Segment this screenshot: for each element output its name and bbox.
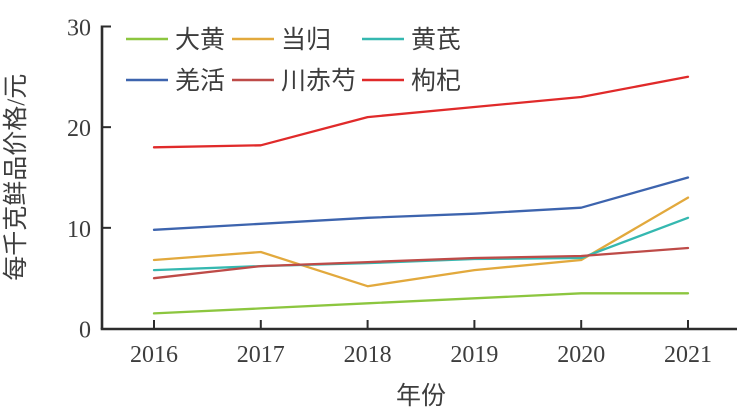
legend-label-huangqi: 黄芪 — [411, 26, 461, 54]
series-line-danggui — [152, 196, 690, 288]
series-line-gouqi — [152, 75, 690, 149]
legend-item-dahuang: 大黄 — [126, 26, 225, 54]
x-tick-label: 2019 — [450, 342, 498, 368]
legend-item-chuanchishao: 川赤芍 — [232, 67, 356, 95]
y-tick-label: 20 — [67, 116, 91, 142]
x-tick-label: 2018 — [344, 342, 392, 368]
series-line-dahuang — [152, 292, 690, 315]
x-tick-label: 2021 — [664, 342, 712, 368]
legend-label-gouqi: 枸杞 — [411, 67, 461, 95]
x-tick-label: 2020 — [557, 342, 605, 368]
x-tick-label: 2016 — [130, 342, 178, 368]
y-tick-label: 0 — [79, 318, 91, 344]
legend-label-dahuang: 大黄 — [175, 26, 225, 54]
x-tick-label: 2017 — [237, 342, 285, 368]
legend-label-qianghuo: 羌活 — [175, 67, 225, 95]
series-line-qianghuo — [152, 176, 690, 231]
x-axis-title: 年份 — [396, 382, 446, 410]
series-line-chuanchishao — [152, 246, 690, 280]
y-axis-title: 每千克鲜品价格/元 — [2, 74, 30, 281]
legend-label-chuanchishao: 川赤芍 — [281, 67, 356, 95]
y-tick-label: 30 — [67, 16, 91, 42]
legend-label-danggui: 当归 — [281, 26, 331, 54]
legend-item-qianghuo: 羌活 — [126, 67, 225, 95]
y-tick-label: 10 — [67, 217, 91, 243]
legend-item-danggui: 当归 — [232, 26, 331, 54]
legend-item-huangqi: 黄芪 — [362, 26, 461, 54]
legend-item-gouqi: 枸杞 — [362, 67, 461, 95]
